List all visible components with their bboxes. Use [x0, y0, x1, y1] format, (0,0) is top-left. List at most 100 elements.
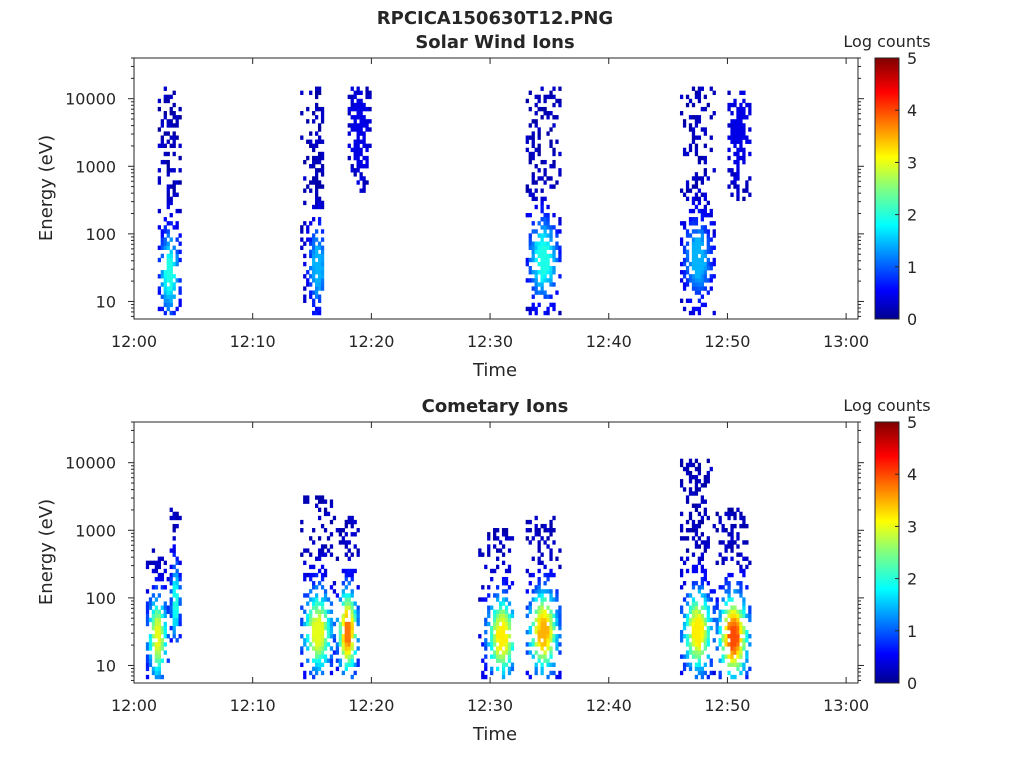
heatmap-cell: [543, 94, 547, 100]
heatmap-cell: [166, 302, 170, 308]
heatmap-cell: [534, 245, 538, 250]
heatmap-cell: [736, 536, 740, 541]
heatmap-cell: [540, 613, 544, 619]
heatmap-cell: [172, 151, 176, 157]
heatmap-cell: [534, 257, 538, 263]
heatmap-cell: [320, 172, 325, 177]
heatmap-cell: [691, 135, 696, 140]
heatmap-cell: [353, 119, 357, 124]
heatmap-cell: [315, 261, 319, 267]
heatmap-cell: [172, 188, 176, 193]
heatmap-cell: [145, 666, 150, 672]
heatmap-cell: [484, 638, 488, 643]
heatmap-cell: [347, 629, 351, 635]
heatmap-cell: [534, 585, 538, 590]
heatmap-cell: [323, 625, 328, 631]
heatmap-cell: [148, 601, 153, 606]
heatmap-cell: [700, 212, 705, 218]
heatmap-cell: [709, 274, 713, 279]
heatmap-cell: [317, 548, 322, 553]
heatmap-cell: [534, 629, 538, 635]
heatmap-cell: [543, 310, 547, 316]
heatmap-cell: [549, 164, 553, 169]
heatmap-cell: [682, 654, 687, 659]
heatmap-cell: [350, 106, 354, 112]
heatmap-cell: [504, 662, 509, 667]
heatmap-cell: [365, 86, 369, 91]
heatmap-cell: [148, 597, 153, 602]
heatmap-cell: [552, 670, 556, 676]
heatmap-cell: [335, 650, 340, 655]
heatmap-cell: [169, 253, 173, 259]
heatmap-cell: [694, 286, 699, 291]
heatmap-cell: [166, 241, 170, 246]
heatmap-cell: [546, 111, 550, 116]
heatmap-cell: [178, 597, 182, 602]
heatmap-cell: [490, 642, 494, 647]
heatmap-cell: [300, 621, 304, 627]
heatmap-cell: [528, 572, 532, 578]
heatmap-cell: [679, 536, 684, 541]
heatmap-cell: [493, 609, 497, 614]
heatmap-cell: [549, 111, 553, 116]
heatmap-cell: [501, 609, 506, 614]
heatmap-cell: [338, 662, 343, 667]
heatmap-cell: [169, 212, 173, 218]
heatmap-cell: [540, 196, 544, 202]
heatmap-cell: [487, 532, 491, 537]
heatmap-cell: [154, 597, 159, 602]
heatmap-cell: [341, 621, 345, 627]
heatmap-cell: [691, 536, 696, 541]
heatmap-cell: [555, 613, 559, 619]
heatmap-cell: [558, 548, 562, 553]
heatmap-cell: [145, 658, 150, 663]
heatmap-cell: [306, 229, 310, 234]
heatmap-cell: [151, 609, 156, 614]
heatmap-cell: [531, 180, 535, 185]
heatmap-cell: [552, 151, 556, 157]
heatmap-cell: [679, 188, 684, 193]
heatmap-cell: [697, 188, 702, 193]
heatmap-cell: [368, 119, 372, 124]
heatmap-cell: [356, 548, 360, 553]
heatmap-cell: [323, 499, 328, 504]
heatmap-cell: [534, 617, 538, 623]
heatmap-cell: [350, 519, 354, 525]
heatmap-cell: [540, 115, 544, 120]
heatmap-cell: [312, 180, 316, 185]
heatmap-cell: [350, 127, 354, 132]
heatmap-cell: [487, 605, 491, 610]
heatmap-cell: [353, 143, 357, 149]
heatmap-cell: [736, 650, 740, 655]
heatmap-cell: [537, 609, 541, 614]
heatmap-cell: [700, 638, 705, 643]
heatmap-cell: [175, 237, 179, 242]
heatmap-cell: [733, 523, 737, 529]
heatmap-cell: [160, 241, 164, 246]
heatmap-cell: [160, 642, 164, 647]
heatmap-cell: [306, 638, 310, 643]
heatmap-cell: [688, 528, 693, 533]
heatmap-cell: [344, 646, 348, 651]
heatmap-cell: [555, 674, 559, 680]
heatmap-cell: [691, 310, 696, 316]
heatmap-cell: [175, 581, 179, 586]
heatmap-cell: [145, 605, 150, 610]
heatmap-cell: [697, 229, 702, 234]
heatmap-cell: [727, 168, 731, 173]
heatmap-cell: [534, 111, 538, 116]
heatmap-cell: [163, 290, 167, 295]
heatmap-cell: [169, 298, 173, 303]
heatmap-cell: [163, 217, 167, 222]
heatmap-cell: [178, 155, 182, 161]
heatmap-cell: [691, 475, 696, 480]
heatmap-cell: [549, 302, 553, 308]
heatmap-cell: [706, 241, 710, 246]
heatmap-cell: [493, 532, 497, 537]
heatmap-cell: [679, 523, 684, 529]
heatmap-cell: [172, 123, 176, 128]
heatmap-cell: [537, 613, 541, 619]
heatmap-cell: [682, 487, 687, 492]
heatmap-cell: [478, 548, 482, 553]
heatmap-cell: [160, 556, 164, 561]
